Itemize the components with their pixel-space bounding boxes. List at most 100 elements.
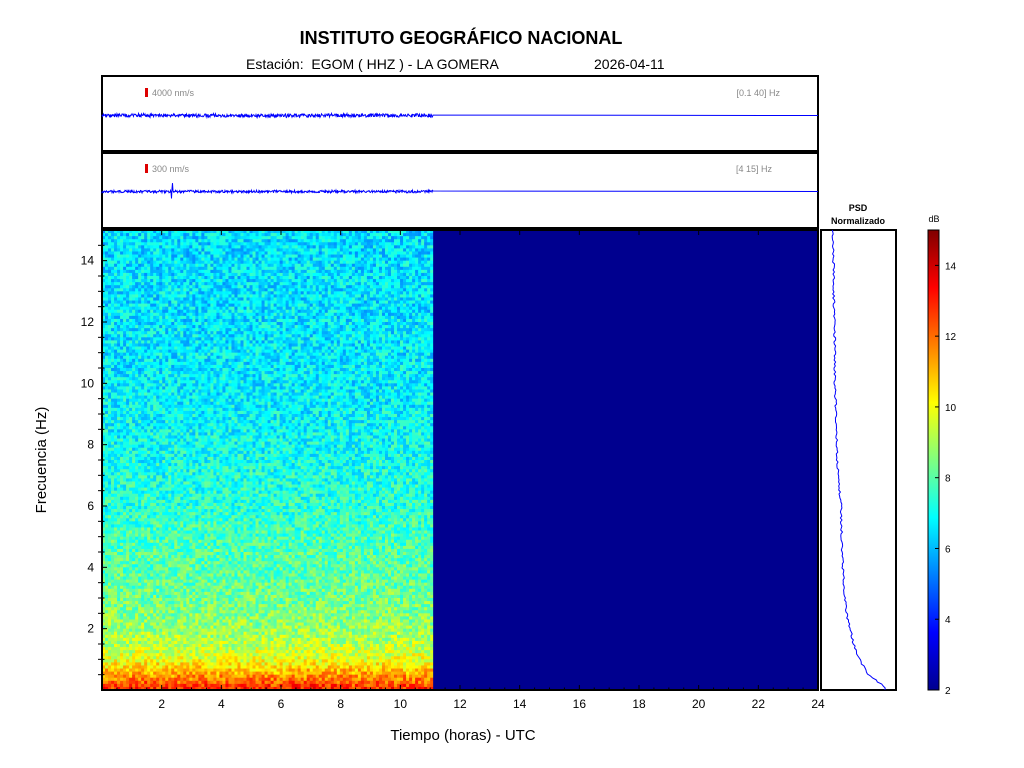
spectrogram-cell xyxy=(135,230,139,234)
spectrogram-cell xyxy=(427,230,431,234)
page-title: INSTITUTO GEOGRÁFICO NACIONAL xyxy=(299,28,623,48)
spectrogram-cell xyxy=(141,328,145,332)
spectrogram-cell xyxy=(258,334,262,338)
spectrogram-cell xyxy=(150,251,154,255)
spectrogram-cell xyxy=(282,245,287,249)
spectrogram-cell xyxy=(189,233,193,237)
spectrogram-cell xyxy=(270,358,274,363)
spectrogram-cell xyxy=(303,248,308,252)
spectrogram-cell xyxy=(394,294,398,298)
spectrogram-cell xyxy=(360,233,365,237)
spectrogram-cell xyxy=(324,318,329,323)
spectrogram-cell xyxy=(381,352,386,357)
spectrogram-cell xyxy=(291,276,296,280)
spectrogram-cell xyxy=(424,325,428,329)
spectrogram-cell xyxy=(276,315,281,320)
spectrogram-cell xyxy=(381,322,386,326)
spectrogram-cell xyxy=(210,355,214,360)
spectrogram-cell xyxy=(330,291,335,295)
spectrogram-cell xyxy=(384,254,389,258)
spectrogram-cell xyxy=(225,254,229,258)
spectrogram-cell xyxy=(351,355,356,360)
spectrogram-cell xyxy=(351,257,356,262)
spectrogram-cell xyxy=(234,269,238,274)
spectrogram-cell xyxy=(354,279,359,283)
spectrogram-cell xyxy=(243,334,247,338)
spectrogram-cell xyxy=(360,334,365,338)
spectrogram-cell xyxy=(267,349,271,354)
spectrogram-cell xyxy=(165,343,169,347)
spectrogram-cell xyxy=(255,318,259,323)
spectrogram-cell xyxy=(147,343,151,347)
spectrogram-cell xyxy=(282,349,287,354)
spectrogram-cell xyxy=(132,334,136,338)
spectrogram-cell xyxy=(418,230,422,234)
spectrogram-cell xyxy=(195,239,199,243)
spectrogram-cell xyxy=(195,248,199,252)
date-label: 2026-04-11 xyxy=(594,56,665,72)
spectrogram-cell xyxy=(378,236,383,240)
spectrogram-cell xyxy=(168,355,172,360)
spectrogram-cell xyxy=(165,368,169,372)
spectrogram-cell xyxy=(237,254,241,258)
spectrogram-cell xyxy=(180,257,184,262)
spectrogram-cell xyxy=(162,318,166,323)
spectrogram-cell xyxy=(162,276,166,280)
spectrogram-cell xyxy=(300,269,305,274)
spectrogram-cell xyxy=(333,352,338,357)
spectrogram-cell xyxy=(153,358,157,363)
spectrogram-cell xyxy=(279,328,284,332)
spectrogram-cell xyxy=(150,285,154,289)
spectrogram-cell xyxy=(168,279,172,283)
spectrogram-cell xyxy=(252,263,256,268)
spectrogram-cell xyxy=(406,248,410,252)
spectrogram-cell xyxy=(222,358,226,363)
spectrogram-cell xyxy=(126,331,130,335)
spectrogram-cell xyxy=(360,352,365,357)
spectrogram-cell xyxy=(394,325,398,329)
spectrogram-cell xyxy=(249,230,253,234)
spectrogram-cell xyxy=(240,260,244,265)
spectrogram-cell xyxy=(372,269,377,274)
spectrogram-cell xyxy=(162,236,166,240)
spectrogram-cell xyxy=(430,266,434,271)
spectrogram-cell xyxy=(318,349,323,354)
spectrogram-cell xyxy=(129,322,133,326)
spectrogram-cell xyxy=(129,239,133,243)
spectrogram-cell xyxy=(195,279,199,283)
spectrogram-cell xyxy=(430,337,434,341)
spectrogram-cell xyxy=(123,368,127,372)
spectrogram-cell xyxy=(282,260,287,265)
spectrogram-cell xyxy=(297,334,302,338)
spectrogram-cell xyxy=(297,285,302,289)
spectrogram-cell xyxy=(415,343,419,347)
spectrogram-cell xyxy=(397,318,401,323)
spectrogram-cell xyxy=(421,300,425,304)
spectrogram-cell xyxy=(171,349,175,354)
spectrogram-cell xyxy=(366,322,371,326)
spectrogram-cell xyxy=(141,315,145,320)
spectrogram-cell xyxy=(297,352,302,357)
spectrogram-cell xyxy=(345,318,350,323)
spectrogram-cell xyxy=(219,318,223,323)
spectrogram-cell xyxy=(249,257,253,262)
spectrogram-cell xyxy=(378,245,383,249)
spectrogram-cell xyxy=(180,254,184,258)
spectrogram-cell xyxy=(294,239,299,243)
spectrogram-cell xyxy=(306,260,311,265)
spectrogram-cell xyxy=(252,355,256,360)
spectrogram-cell xyxy=(105,364,109,369)
spectrogram-cell xyxy=(135,303,139,308)
spectrogram-cell xyxy=(156,315,160,320)
spectrogram-cell xyxy=(186,364,190,369)
spectrogram-cell xyxy=(186,230,190,234)
spectrogram-cell xyxy=(412,276,416,280)
spectrogram-cell xyxy=(144,276,148,280)
spectrogram-cell xyxy=(102,266,106,271)
spectrogram-cell xyxy=(391,263,395,268)
spectrogram-cell xyxy=(312,239,317,243)
spectrogram-cell xyxy=(174,331,178,335)
spectrogram-cell xyxy=(267,260,271,265)
spectrogram-cell xyxy=(381,294,386,298)
spectrogram-cell xyxy=(138,318,142,323)
